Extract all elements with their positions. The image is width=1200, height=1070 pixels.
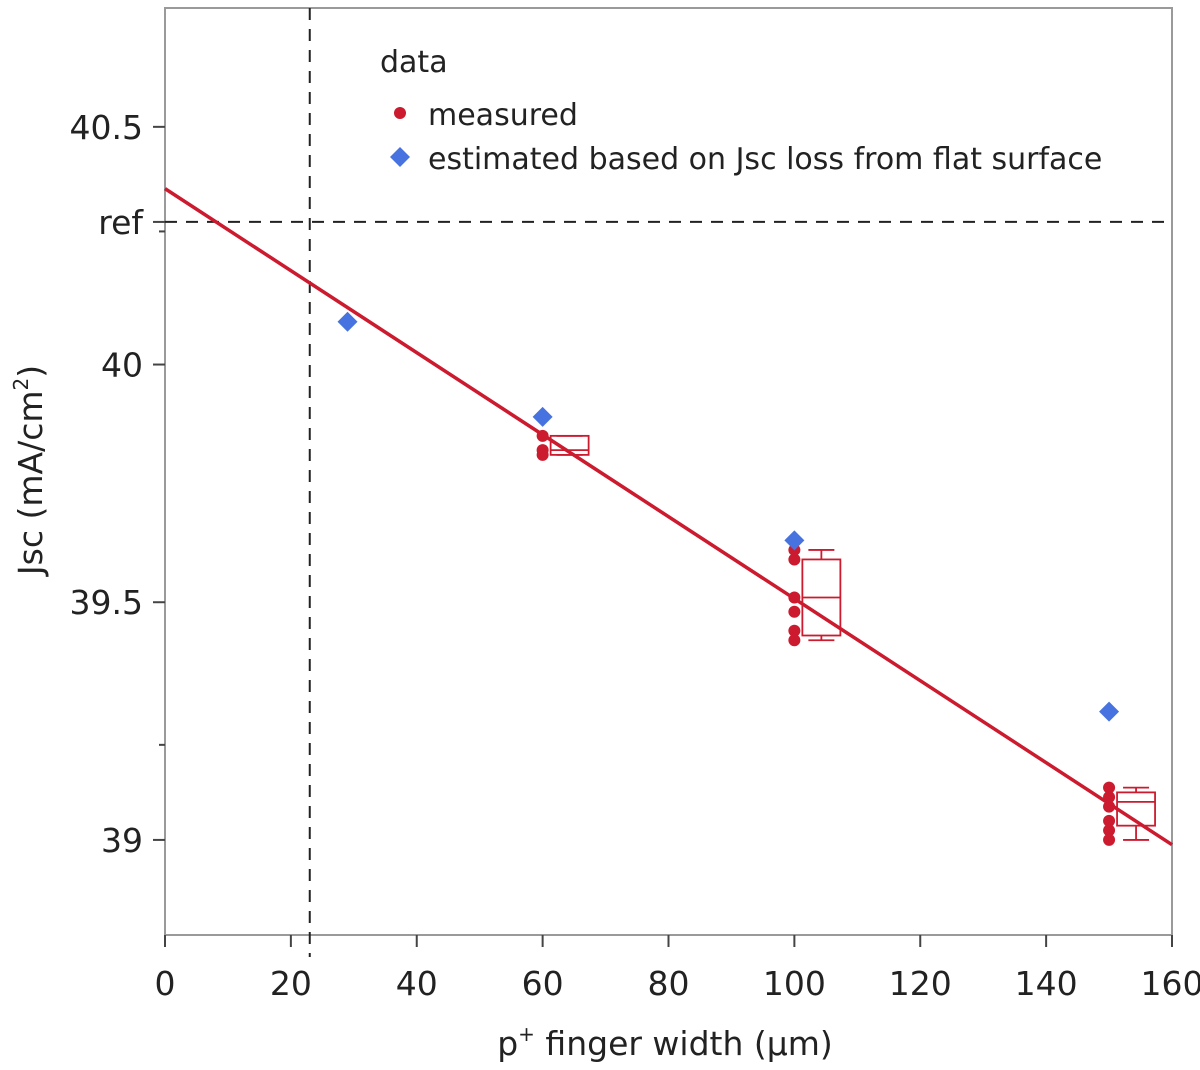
y-axis-title-base: Jsc (mA/cm <box>11 391 50 578</box>
legend-entry-label: estimated based on Jsc loss from flat su… <box>428 142 1102 177</box>
x-axis-title-base: p <box>497 1024 518 1063</box>
fit-line-group <box>164 187 1173 847</box>
legend-title: data <box>380 45 448 80</box>
x-tick-label: 80 <box>648 964 690 1003</box>
measured-point <box>788 591 801 604</box>
y-tick-label: 40 <box>101 346 143 385</box>
box-body <box>1116 791 1156 827</box>
legend-marker-diamond <box>390 147 410 167</box>
measured-point <box>1103 824 1116 837</box>
measured-point <box>1103 814 1116 827</box>
measured-point <box>1103 833 1116 846</box>
x-tick-label: 40 <box>396 964 438 1003</box>
measured-point <box>1103 791 1116 804</box>
legend-marker-circle <box>394 107 406 119</box>
data-points <box>337 311 1120 846</box>
y-tick-label: ref <box>98 203 144 242</box>
x-tick-label: 0 <box>155 964 176 1003</box>
x-tick-label: 140 <box>1015 964 1078 1003</box>
x-tick-label: 160 <box>1141 964 1200 1003</box>
y-axis-title-end: ) <box>11 365 50 378</box>
y-axis-title: Jsc (mA/cm2) <box>9 365 50 577</box>
estimated-point <box>784 530 805 551</box>
estimated-point <box>1099 701 1120 722</box>
x-tick-label: 100 <box>763 964 826 1003</box>
measured-point <box>788 553 801 566</box>
x-axis: 0 20 40 60 80 100 120 140 160 <box>155 935 1200 1003</box>
measured-point <box>788 634 801 647</box>
box-plot <box>801 549 842 642</box>
estimated-point <box>532 406 553 427</box>
x-tick-label: 120 <box>889 964 952 1003</box>
box-plot <box>1116 786 1156 841</box>
y-tick-label: 39 <box>101 821 143 860</box>
x-axis-title: p+ finger width (µm) <box>497 1022 833 1063</box>
legend: data measured estimated based on Jsc loss … <box>380 45 1102 177</box>
legend-entry-label: measured <box>428 98 578 133</box>
box-body <box>549 434 590 456</box>
measured-point <box>536 429 549 442</box>
estimated-point <box>337 311 358 332</box>
y-axis-title-superscript: 2 <box>9 378 33 391</box>
y-tick-label: 39.5 <box>70 583 143 622</box>
measured-point <box>788 605 801 618</box>
measured-point <box>788 624 801 637</box>
measured-point <box>1103 781 1116 794</box>
box-plot <box>549 434 590 456</box>
fit-line <box>164 187 1173 847</box>
x-tick-label: 60 <box>522 964 564 1003</box>
reference-lines <box>165 8 1172 957</box>
y-tick-label: 40.5 <box>70 108 143 147</box>
x-tick-label: 20 <box>270 964 312 1003</box>
y-axis: 39 39.5 40 ref 40.5 <box>70 108 165 860</box>
measured-point <box>536 448 549 461</box>
box-plots <box>549 434 1156 841</box>
x-axis-title-rest: finger width (µm) <box>535 1024 833 1063</box>
x-axis-title-superscript: + <box>518 1022 535 1046</box>
measured-point <box>1103 800 1116 813</box>
